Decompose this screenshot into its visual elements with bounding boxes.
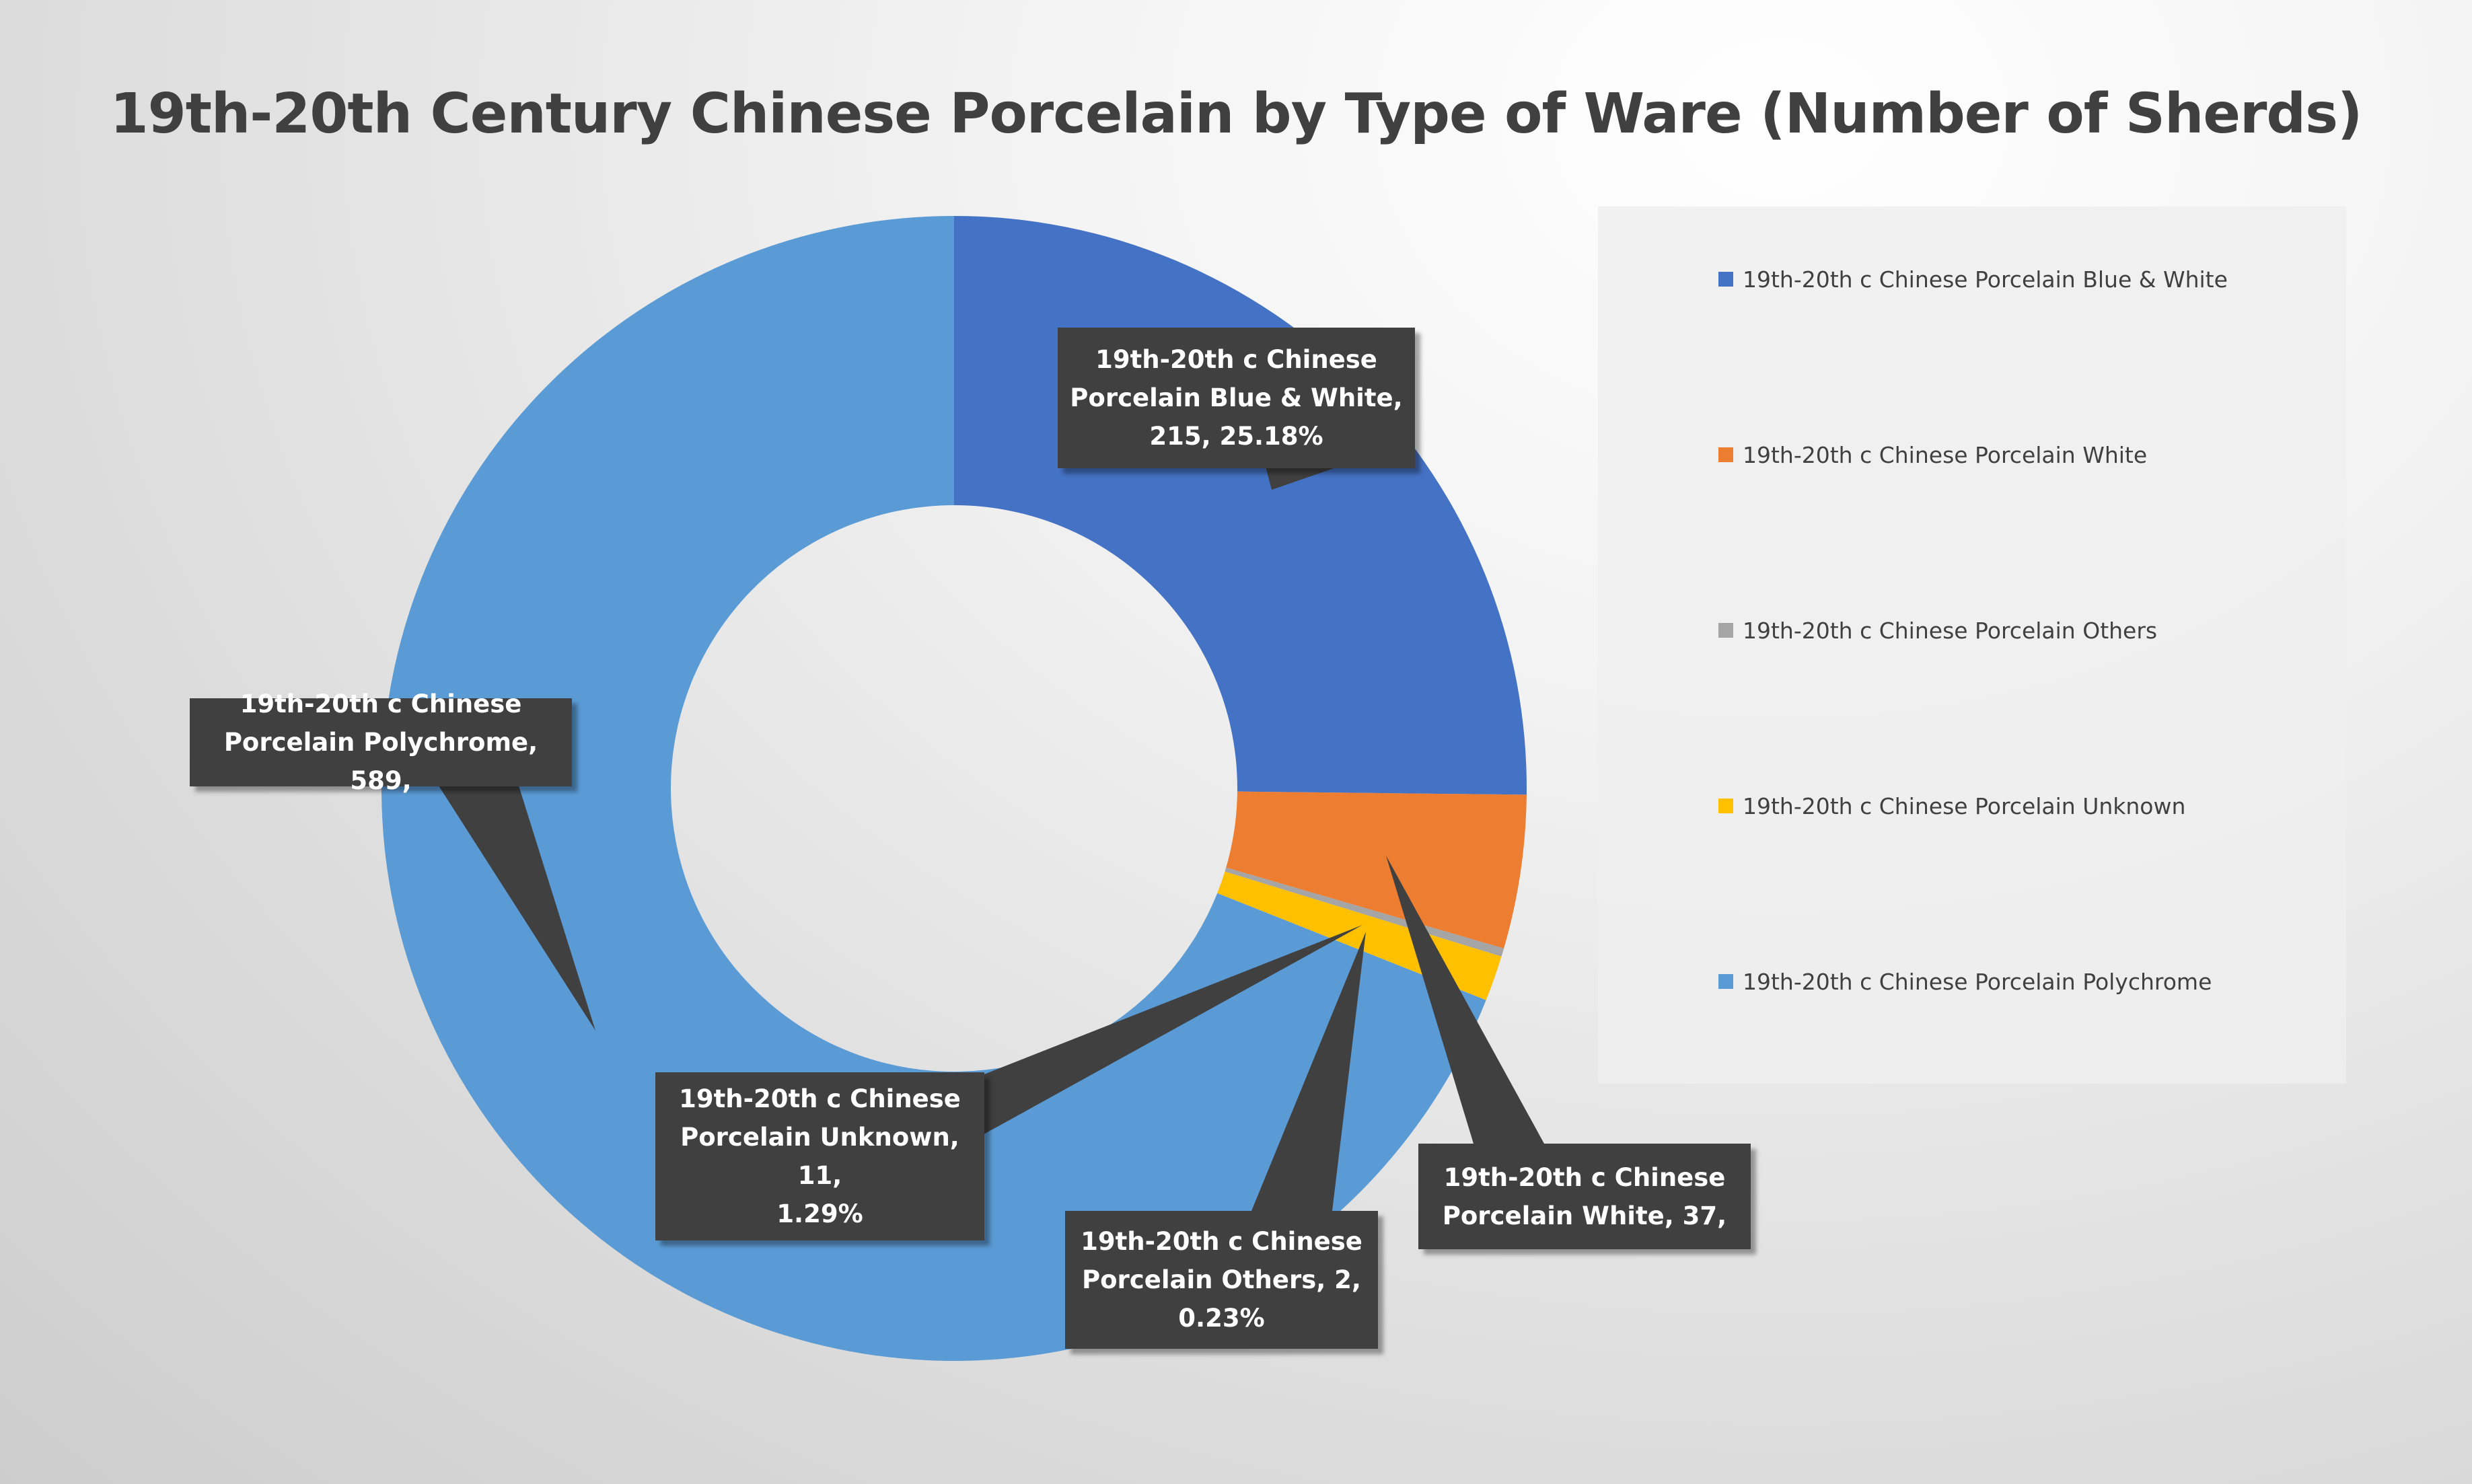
legend-item-19th-20th-c-chinese-porcelain-blue-and-white: 19th-20th c Chinese Porcelain Blue & Whi… [1718,264,2228,294]
callout-pointer-19th-20th-c-chinese-porcelain-white [1386,856,1544,1144]
data-label-line: 19th-20th c Chinese [1081,1227,1362,1256]
legend-label: 19th-20th c Chinese Porcelain Others [1743,617,2158,644]
data-label-line: Porcelain Blue & White, [1070,383,1403,412]
legend-label: 19th-20th c Chinese Porcelain White [1743,441,2148,468]
slice-19th-20th-c-chinese-porcelain-white [1226,791,1527,949]
callout-pointer-19th-20th-c-chinese-porcelain-unknown [979,925,1362,1137]
data-label-line: Porcelain Polychrome, 589, [223,728,538,795]
data-label-line: Porcelain Unknown, 11, [680,1123,959,1190]
legend-swatch [1718,447,1733,462]
callout-pointer-19th-20th-c-chinese-porcelain-polychrome [437,784,595,1031]
data-label-line: Porcelain Others, 2, [1082,1265,1361,1294]
legend-swatch [1718,623,1733,638]
data-label-line: 1.29% [776,1199,863,1228]
legend-label: 19th-20th c Chinese Porcelain Unknown [1743,792,2186,819]
callout-pointer-19th-20th-c-chinese-porcelain-others [1251,932,1366,1211]
data-label-line: 19th-20th c Chinese [240,690,522,718]
data-label-19th-20th-c-chinese-porcelain-polychrome: 19th-20th c Chinese Porcelain Polychrome,… [190,690,572,795]
legend: 19th-20th c Chinese Porcelain Blue & Whi… [1598,207,2346,1084]
legend-item-19th-20th-c-chinese-porcelain-polychrome: 19th-20th c Chinese Porcelain Polychrome [1718,967,2212,996]
legend-swatch [1718,272,1733,287]
legend-item-19th-20th-c-chinese-porcelain-others: 19th-20th c Chinese Porcelain Others [1718,616,2157,645]
data-label-line: 19th-20th c Chinese [1443,1162,1726,1192]
data-label-19th-20th-c-chinese-porcelain-blue-and-white: 19th-20th c Chinese Porcelain Blue & Whit… [1058,328,1415,468]
data-label-line: 19th-20th c Chinese [679,1084,961,1113]
slice-19th-20th-c-chinese-porcelain-blue-and-white [954,216,1527,795]
data-label-line: Porcelain White, 37, [1442,1201,1727,1230]
legend-item-19th-20th-c-chinese-porcelain-white: 19th-20th c Chinese Porcelain White [1718,440,2147,470]
legend-swatch [1718,799,1733,813]
legend-label: 19th-20th c Chinese Porcelain Polychrome [1743,968,2212,995]
data-label-line: 19th-20th c Chinese [1095,345,1377,374]
legend-item-19th-20th-c-chinese-porcelain-unknown: 19th-20th c Chinese Porcelain Unknown [1718,791,2185,821]
legend-label: 19th-20th c Chinese Porcelain Blue & Whi… [1743,266,2228,293]
slice-19th-20th-c-chinese-porcelain-others [1225,867,1504,957]
callout-pointers [437,464,1544,1211]
data-label-line: 215, 25.18% [1149,422,1323,451]
data-label-19th-20th-c-chinese-porcelain-others: 19th-20th c Chinese Porcelain Others, 2, 0… [1065,1211,1378,1349]
data-label-19th-20th-c-chinese-porcelain-white: 19th-20th c Chinese Porcelain White, 37, [1418,1144,1751,1249]
data-label-19th-20th-c-chinese-porcelain-unknown: 19th-20th c Chinese Porcelain Unknown, 11… [655,1072,984,1240]
chart-title: 19th-20th Century Chinese Porcelain by T… [110,82,2363,146]
data-label-line: 0.23% [1178,1304,1265,1333]
callout-pointer-19th-20th-c-chinese-porcelain-blue-and-white [1265,464,1346,490]
legend-swatch [1718,974,1733,989]
